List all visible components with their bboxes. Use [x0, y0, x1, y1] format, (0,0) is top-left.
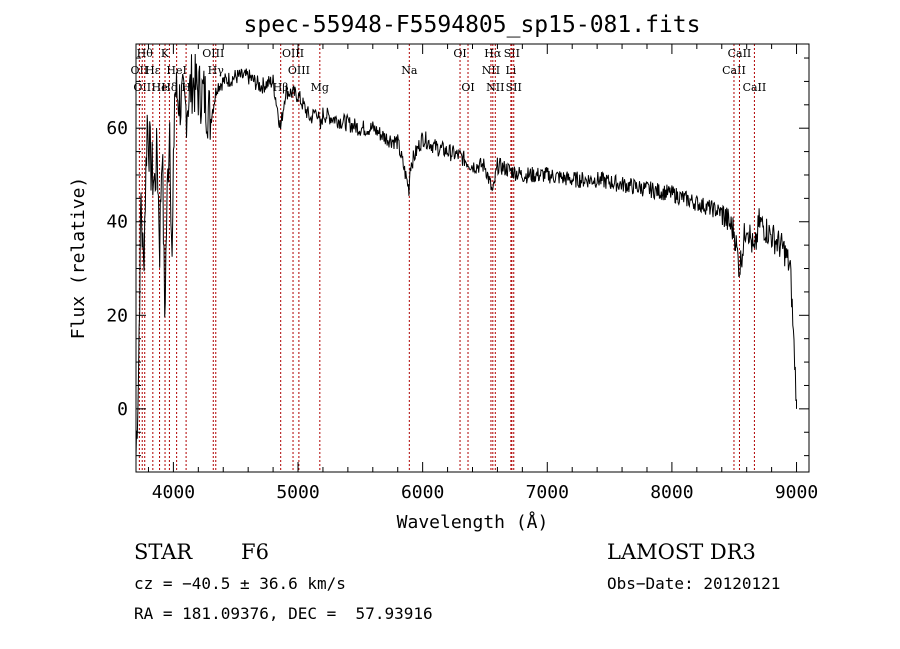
line-label: CaII: [728, 47, 752, 60]
line-label: Li: [505, 64, 516, 77]
line-label: SII: [506, 81, 522, 94]
spectral-subclass: F6: [241, 540, 269, 564]
y-tick-label: 60: [106, 118, 128, 139]
redshift-cz: cz = −40.5 ± 36.6 km/s: [134, 574, 346, 593]
line-label: SII: [504, 47, 520, 60]
line-label: He: [152, 81, 168, 94]
line-label: Mg: [311, 81, 329, 94]
line-label: Hα: [484, 47, 502, 60]
object-class: STAR: [134, 540, 193, 564]
x-tick-label: 4000: [152, 482, 195, 503]
line-label: Hγ: [208, 64, 225, 77]
x-tick-label: 8000: [650, 482, 693, 503]
line-label: CaII: [743, 81, 767, 94]
y-tick-label: 40: [106, 212, 128, 233]
line-label: OI: [453, 47, 466, 60]
line-label: OI: [461, 81, 474, 94]
line-label: OII: [131, 64, 149, 77]
line-label: K: [161, 47, 170, 60]
line-label: OIII: [288, 64, 310, 77]
coordinates: RA = 181.09376, DEC = 57.93916: [134, 604, 433, 623]
spectrum-line: [135, 53, 797, 457]
line-label: CaII: [722, 64, 746, 77]
chart-title: spec-55948-F5594805_sp15-081.fits: [244, 12, 701, 38]
line-label: HeI: [166, 64, 186, 77]
y-axis-label: Flux (relative): [68, 177, 89, 340]
line-label: NII: [482, 64, 500, 77]
line-label: Hδ: [161, 81, 178, 94]
line-label: Hβ: [273, 81, 289, 94]
line-label: H: [181, 81, 191, 94]
y-tick-label: 0: [117, 399, 128, 420]
line-label: Na: [401, 64, 418, 77]
y-tick-label: 20: [106, 305, 128, 326]
line-label: NII: [486, 81, 504, 94]
x-tick-label: 9000: [775, 482, 818, 503]
x-axis-label: Wavelength (Å): [397, 511, 549, 533]
x-tick-label: 6000: [401, 482, 444, 503]
observation-date: Obs−Date: 20120121: [607, 574, 781, 593]
x-tick-label: 5000: [276, 482, 319, 503]
line-label: OII: [133, 81, 151, 94]
line-label: Hθ: [137, 47, 154, 60]
line-label: OIII: [282, 47, 304, 60]
spectrum-chart: spec-55948-F5594805_sp15-081.fitsOIIOIIH…: [68, 12, 818, 533]
x-tick-label: 7000: [526, 482, 569, 503]
plot-frame: [135, 43, 810, 473]
survey-name: LAMOST DR3: [607, 540, 756, 564]
line-label: Hε: [145, 64, 161, 77]
line-label: OIII: [202, 47, 224, 60]
